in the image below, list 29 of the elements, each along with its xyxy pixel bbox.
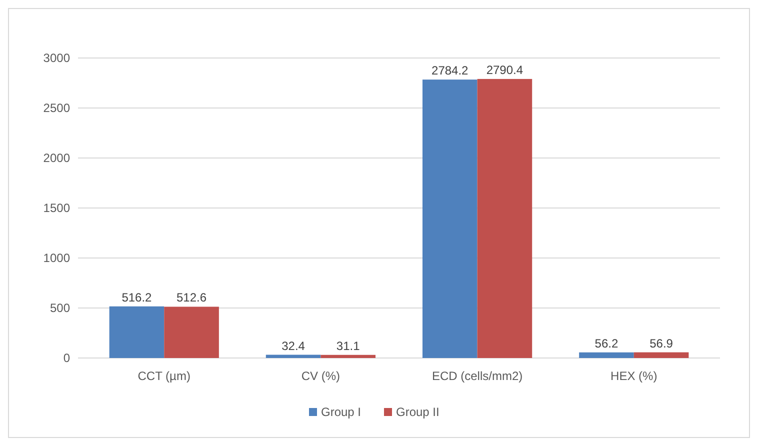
bar — [422, 80, 478, 358]
bar — [579, 352, 634, 358]
data-label: 31.1 — [336, 338, 360, 353]
y-tick-label: 0 — [63, 351, 70, 366]
data-label: 2790.4 — [486, 62, 524, 77]
data-label: 516.2 — [122, 290, 152, 304]
x-tick-label: HEX (%) — [610, 369, 658, 383]
y-tick-label: 3000 — [43, 51, 70, 66]
x-tick-label: CCT (µm) — [138, 369, 190, 383]
y-tick-label: 1500 — [43, 201, 70, 216]
y-tick-label: 2500 — [43, 101, 70, 116]
bar — [164, 306, 219, 358]
x-tick-label: CV (%) — [301, 369, 340, 383]
bar — [109, 306, 164, 358]
bar — [266, 354, 321, 358]
legend-label: Group II — [396, 405, 440, 420]
legend-label: Group I — [321, 405, 362, 420]
bar — [477, 78, 532, 358]
y-tick-label: 500 — [50, 301, 70, 316]
y-tick-label: 2000 — [43, 151, 70, 166]
data-label: 56.2 — [594, 336, 618, 350]
bar — [320, 354, 376, 358]
y-tick-label: 1000 — [43, 251, 70, 266]
data-label: 56.9 — [650, 336, 674, 350]
x-tick-label: ECD (cells/mm2) — [432, 369, 523, 383]
data-label: 2784.2 — [432, 64, 469, 78]
bar — [634, 352, 689, 358]
data-label: 512.6 — [176, 290, 207, 305]
data-label: 32.4 — [282, 338, 306, 353]
